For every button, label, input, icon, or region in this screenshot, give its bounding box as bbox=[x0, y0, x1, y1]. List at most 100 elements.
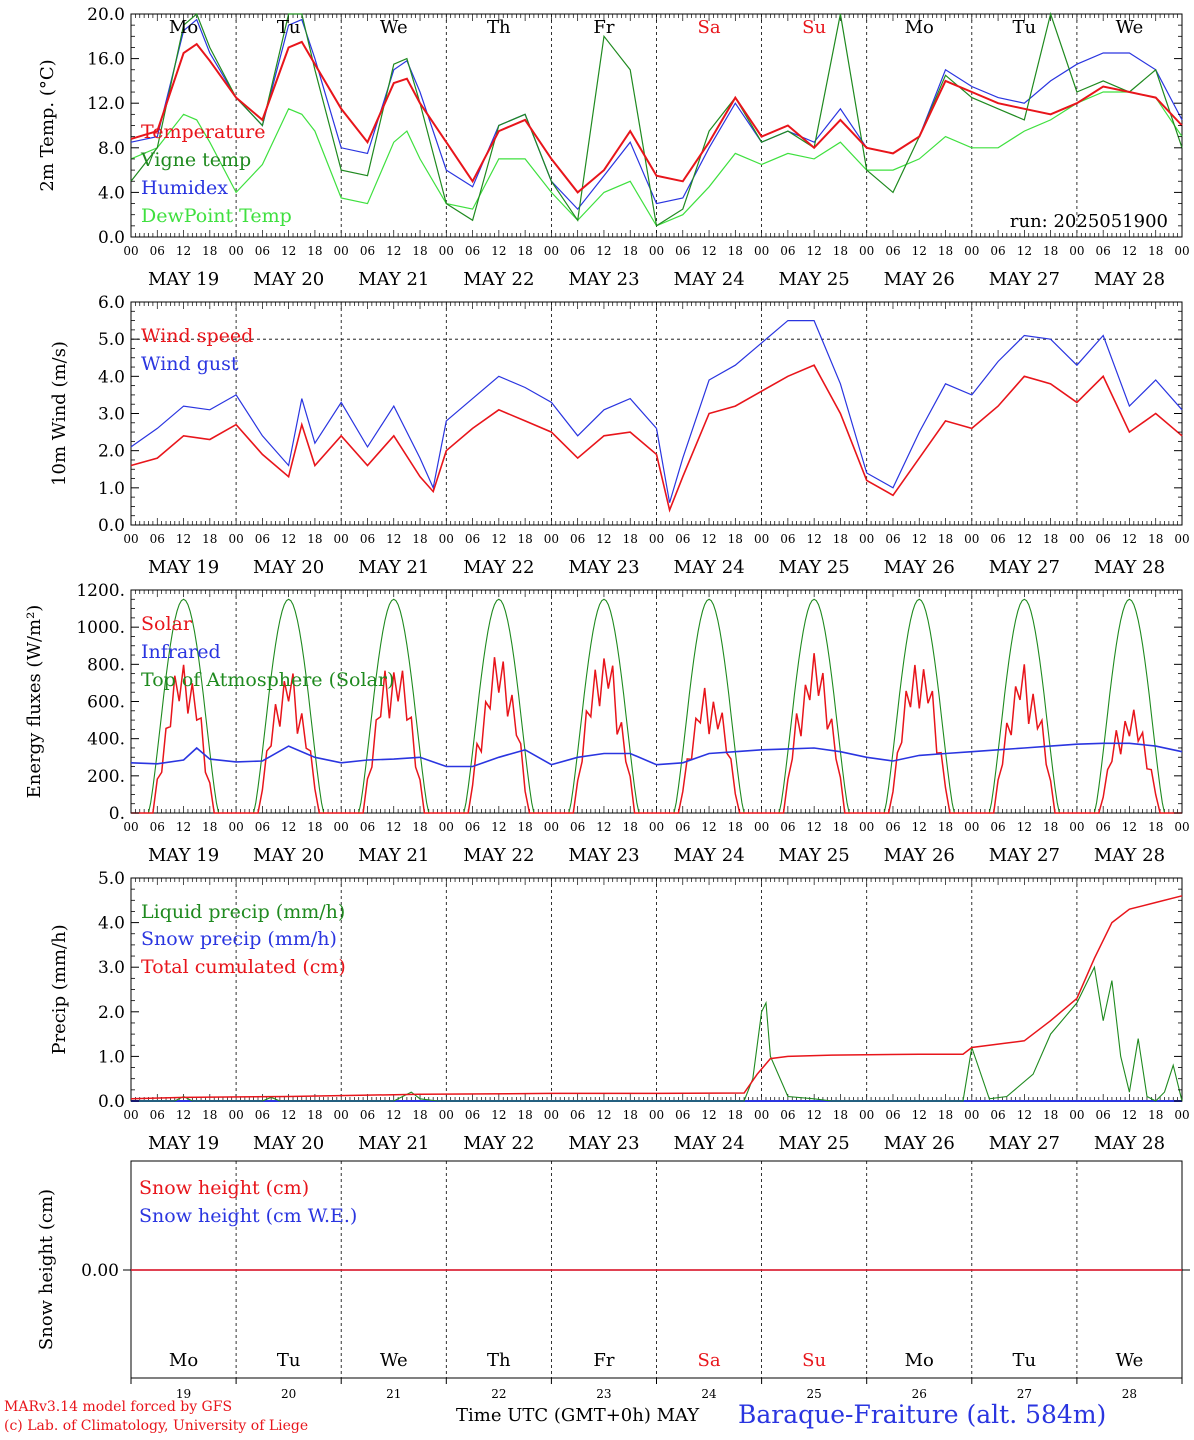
legend-entry: Liquid precip (mm/h) bbox=[141, 901, 345, 923]
hour-tick-label: 12 bbox=[1017, 532, 1032, 546]
date-label: MAY 22 bbox=[463, 269, 534, 290]
hour-tick-label: 06 bbox=[990, 820, 1005, 834]
day-number-label: 23 bbox=[596, 1387, 611, 1401]
hour-tick-label: 06 bbox=[360, 1108, 375, 1122]
series-line-wind-speed bbox=[130, 364, 1183, 513]
hour-tick-label: 12 bbox=[281, 532, 296, 546]
hour-tick-label: 18 bbox=[307, 820, 322, 834]
day-number-label: 28 bbox=[1122, 1387, 1137, 1401]
hour-tick-label: 12 bbox=[491, 820, 506, 834]
hour-tick-label: 00 bbox=[228, 532, 243, 546]
hour-tick-label: 18 bbox=[517, 1108, 532, 1122]
copyright-credit: (c) Lab. of Climatology, University of L… bbox=[4, 1418, 309, 1434]
y-tick-label: 3.0 bbox=[98, 405, 125, 425]
hour-tick-label: 18 bbox=[938, 244, 953, 258]
hour-tick-label: 00 bbox=[649, 1108, 664, 1122]
day-label-top: Sa bbox=[698, 17, 721, 38]
hour-tick-label: 12 bbox=[491, 532, 506, 546]
day-number-label: 27 bbox=[1017, 1387, 1032, 1401]
y-tick-label: 0.0 bbox=[98, 516, 125, 536]
hour-tick-label: 12 bbox=[807, 1108, 822, 1122]
hour-tick-label: 06 bbox=[990, 532, 1005, 546]
legend-entry: Total cumulated (cm) bbox=[141, 956, 346, 978]
date-label: MAY 24 bbox=[673, 845, 744, 866]
hour-tick-label: 00 bbox=[228, 244, 243, 258]
hour-tick-label: 06 bbox=[255, 532, 270, 546]
legend-entry: Humidex bbox=[141, 177, 228, 199]
y-axis-label: Precip (mm/h) bbox=[49, 924, 70, 1054]
hour-tick-label: 06 bbox=[675, 1108, 690, 1122]
hour-tick-label: 06 bbox=[255, 244, 270, 258]
hour-tick-label: 12 bbox=[386, 244, 401, 258]
hour-tick-label: 12 bbox=[807, 244, 822, 258]
hour-tick-label: 12 bbox=[1122, 532, 1137, 546]
day-number-label: 19 bbox=[176, 1387, 191, 1401]
y-tick-label: 0. bbox=[109, 804, 125, 824]
y-tick-label: 1.0 bbox=[98, 479, 125, 499]
date-label: MAY 20 bbox=[253, 845, 324, 866]
day-label-bottom: Tu bbox=[277, 1350, 301, 1371]
day-label-top: Tu bbox=[277, 17, 301, 38]
hour-tick-label: 06 bbox=[780, 244, 795, 258]
hour-tick-label: 18 bbox=[1148, 244, 1163, 258]
hour-tick-label: 06 bbox=[885, 820, 900, 834]
hour-tick-label: 06 bbox=[1096, 532, 1111, 546]
y-tick-label: 600. bbox=[87, 693, 125, 713]
date-label: MAY 28 bbox=[1094, 269, 1165, 290]
hour-tick-label: 00 bbox=[334, 532, 349, 546]
hour-tick-label: 06 bbox=[780, 820, 795, 834]
hour-tick-label: 12 bbox=[386, 1108, 401, 1122]
legend-entry: Vigne temp bbox=[140, 149, 251, 171]
hour-tick-label: 00 bbox=[1174, 820, 1189, 834]
date-label: MAY 22 bbox=[463, 557, 534, 578]
legend-entry: Solar bbox=[141, 613, 193, 635]
hour-tick-label: 12 bbox=[701, 820, 716, 834]
date-label: MAY 19 bbox=[148, 1133, 219, 1154]
hour-tick-label: 00 bbox=[964, 820, 979, 834]
hour-tick-label: 18 bbox=[202, 532, 217, 546]
hour-tick-label: 18 bbox=[1148, 532, 1163, 546]
hour-tick-label: 18 bbox=[412, 532, 427, 546]
hour-tick-label: 18 bbox=[833, 820, 848, 834]
day-number-label: 26 bbox=[912, 1387, 927, 1401]
y-tick-label: 4.0 bbox=[98, 367, 125, 387]
date-label: MAY 26 bbox=[884, 557, 955, 578]
xaxis-title: Time UTC (GMT+0h) MAY bbox=[456, 1405, 699, 1426]
hour-tick-label: 00 bbox=[439, 244, 454, 258]
day-label-top: Mo bbox=[169, 17, 198, 38]
hour-tick-label: 18 bbox=[307, 244, 322, 258]
hour-tick-label: 12 bbox=[1017, 820, 1032, 834]
hour-tick-label: 00 bbox=[754, 532, 769, 546]
hour-tick-label: 00 bbox=[544, 820, 559, 834]
xaxis-title-text: Time UTC (GMT+0h) bbox=[456, 1405, 651, 1426]
series-line-total-cumulated bbox=[130, 895, 1183, 1100]
hour-tick-label: 06 bbox=[990, 1108, 1005, 1122]
date-label: MAY 25 bbox=[779, 1133, 850, 1154]
hour-tick-label: 18 bbox=[938, 532, 953, 546]
hour-tick-label: 18 bbox=[1043, 532, 1058, 546]
hour-tick-label: 12 bbox=[596, 532, 611, 546]
date-label: MAY 25 bbox=[779, 845, 850, 866]
day-label-bottom: Mo bbox=[905, 1350, 934, 1371]
date-label: MAY 27 bbox=[989, 557, 1060, 578]
hour-tick-label: 18 bbox=[623, 532, 638, 546]
hour-tick-label: 00 bbox=[228, 820, 243, 834]
hour-tick-label: 12 bbox=[1017, 1108, 1032, 1122]
day-label-top: Th bbox=[487, 17, 511, 38]
hour-tick-label: 18 bbox=[728, 820, 743, 834]
series-line-dewpoint-temp bbox=[130, 91, 1183, 227]
hour-tick-label: 12 bbox=[807, 820, 822, 834]
date-label: MAY 25 bbox=[779, 557, 850, 578]
y-tick-label: 800. bbox=[87, 655, 125, 675]
y-tick-label: 3.0 bbox=[98, 958, 125, 978]
hour-tick-label: 06 bbox=[675, 820, 690, 834]
hour-tick-label: 06 bbox=[150, 532, 165, 546]
hour-tick-label: 18 bbox=[1148, 1108, 1163, 1122]
hour-tick-label: 00 bbox=[859, 532, 874, 546]
hour-tick-label: 18 bbox=[307, 532, 322, 546]
day-number-label: 22 bbox=[491, 1387, 506, 1401]
y-axis-label: Snow height (cm) bbox=[36, 1189, 57, 1350]
hour-tick-label: 06 bbox=[570, 820, 585, 834]
hour-tick-label: 12 bbox=[281, 1108, 296, 1122]
